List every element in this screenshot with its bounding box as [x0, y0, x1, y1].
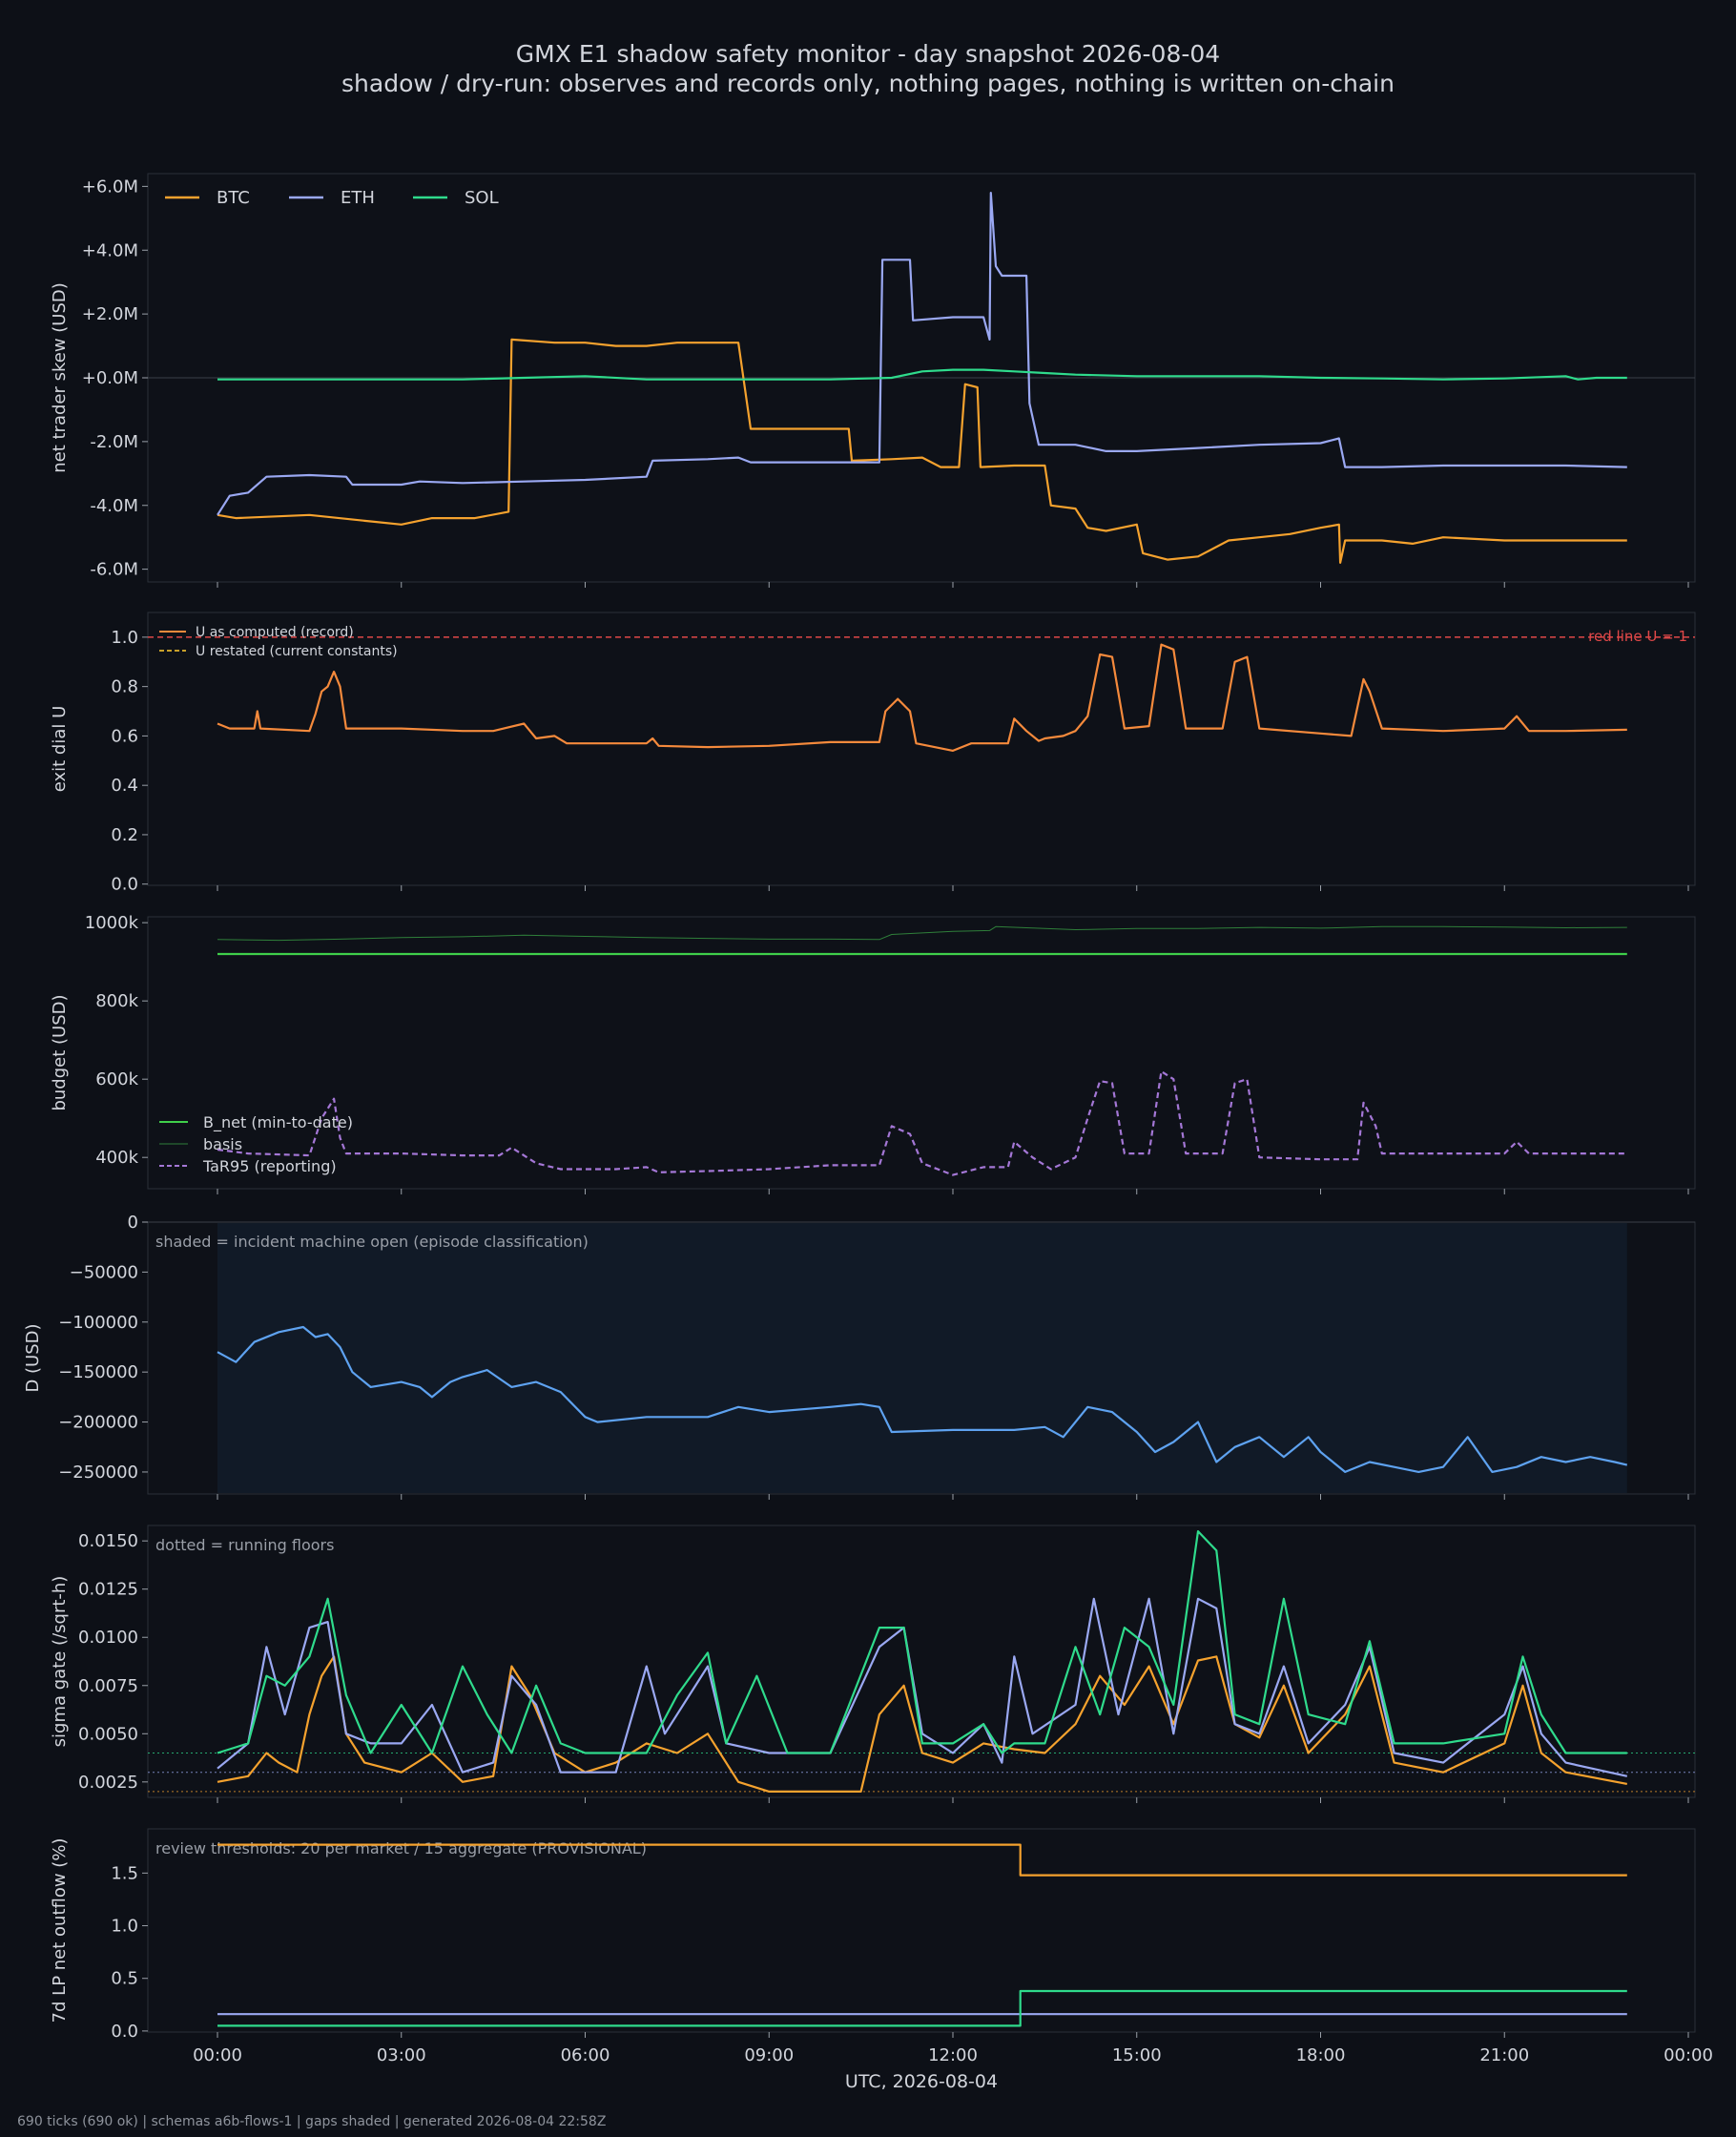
panel-2: red line U = 1 1.0 0.8 0.6 0.4 0.2 0.0 exit dia… — [50, 612, 1696, 895]
y-tick-label: 800k — [95, 991, 138, 1011]
y-tick-label: -6.0M — [90, 560, 138, 580]
y-axis-label: 7d LP net outflow (%) — [50, 1838, 70, 2023]
plot-area — [147, 612, 1696, 886]
y-tick-label: −150000 — [58, 1362, 138, 1382]
series-line — [217, 368, 1627, 381]
legend-label: basis — [203, 1135, 242, 1153]
y-tick-label: +4.0M — [82, 240, 138, 260]
panel-1: +6.0M +4.0M +2.0M +0.0M -2.0M -4.0M -6.0M net t… — [50, 173, 1696, 588]
y-tick-label: +0.0M — [82, 368, 138, 388]
y-tick-label: 400k — [95, 1148, 138, 1168]
x-tick-label: 06:00 — [561, 2045, 610, 2065]
series-line — [217, 1325, 1628, 1473]
series-line — [217, 925, 1627, 942]
x-tick-label: 12:00 — [928, 2045, 978, 2065]
x-tick-label: 15:00 — [1112, 2045, 1162, 2065]
y-tick-label: 0.8 — [111, 677, 138, 697]
x-axis-label: UTC, 2026-08-04 — [845, 2071, 998, 2092]
y-tick-label: 600k — [95, 1069, 138, 1089]
series-line — [217, 1069, 1627, 1176]
series-line — [217, 1843, 1627, 1877]
x-tick-label: 03:00 — [377, 2045, 426, 2065]
y-tick-label: 0 — [128, 1213, 138, 1233]
legend-label: BTC — [217, 188, 250, 208]
panel-annotation: dotted = running floors — [155, 1536, 334, 1554]
y-tick-label: -2.0M — [90, 432, 138, 452]
y-axis-label: sigma gate (/sqrt-h) — [50, 1576, 70, 1748]
panel-4: 0 −50000 −100000 −150000 −200000 −250000 D (US… — [23, 1213, 1696, 1500]
x-tick-label: 21:00 — [1479, 2045, 1529, 2065]
y-tick-label: -4.0M — [90, 496, 138, 516]
plot-area — [147, 1525, 1696, 1798]
panel-6: 1.5 1.0 0.5 0.0 7d LP net outflow (%) review … — [50, 1828, 1713, 2092]
legend-label: ETH — [341, 188, 375, 208]
legend-label: TaR95 (reporting) — [202, 1157, 337, 1175]
y-axis-label: D (USD) — [23, 1323, 43, 1392]
series-line — [217, 1655, 1628, 1793]
red-line-label: red line U = 1 — [1588, 628, 1687, 645]
chart-title: GMX E1 shadow safety monitor - day snaps… — [515, 40, 1221, 68]
y-tick-label: +2.0M — [82, 304, 138, 324]
chart-subtitle: shadow / dry-run: observes and records o… — [341, 70, 1395, 97]
y-tick-label: 0.6 — [111, 726, 138, 746]
y-tick-label: 0.2 — [111, 825, 138, 845]
x-tick-label: 00:00 — [193, 2045, 242, 2065]
y-tick-label: 0.0025 — [78, 1773, 138, 1793]
x-tick-label: 09:00 — [744, 2045, 794, 2065]
y-tick-label: −250000 — [58, 1463, 138, 1483]
plot-area — [147, 916, 1696, 1190]
legend-label: U as computed (record) — [196, 625, 354, 640]
y-tick-label: 1.0 — [111, 1917, 138, 1937]
y-tick-label: 1.5 — [111, 1863, 138, 1883]
x-tick-label: 18:00 — [1296, 2045, 1346, 2065]
series-line — [217, 338, 1627, 564]
y-axis-label: net trader skew (USD) — [50, 282, 70, 473]
y-tick-label: 0.0125 — [78, 1580, 138, 1600]
y-axis-label: exit dial U — [50, 706, 70, 793]
y-tick-label: 0.5 — [111, 1969, 138, 1989]
status-footer: 690 ticks (690 ok) | schemas a6b-flows-1… — [17, 2114, 607, 2129]
legend-label: U restated (current constants) — [196, 644, 398, 659]
legend-label: B_net (min-to-date) — [203, 1113, 353, 1132]
y-tick-label: 0.0 — [111, 875, 138, 895]
y-tick-label: 1.0 — [111, 628, 138, 648]
y-axis-label: budget (USD) — [50, 994, 70, 1110]
legend-label: SOL — [465, 188, 499, 208]
y-tick-label: 0.4 — [111, 776, 138, 796]
series-line — [217, 192, 1627, 516]
y-tick-label: 0.0050 — [78, 1724, 138, 1744]
y-tick-label: 0.0 — [111, 2022, 138, 2042]
panel-5: 0.0150 0.0125 0.0100 0.0075 0.0050 0.0025 sigm… — [50, 1525, 1696, 1803]
y-tick-label: 1000k — [85, 913, 139, 933]
series-line — [217, 643, 1627, 752]
series-line — [217, 1989, 1627, 2027]
panel-3: 1000k 800k 600k 400k budget (USD) B_net (min-… — [50, 913, 1696, 1194]
y-tick-label: −200000 — [58, 1413, 138, 1433]
y-tick-label: 0.0150 — [78, 1531, 138, 1551]
y-tick-label: +6.0M — [82, 176, 138, 197]
incident-shade — [217, 1223, 1627, 1493]
series-line — [217, 1530, 1627, 1754]
y-tick-label: 0.0100 — [78, 1628, 138, 1648]
y-tick-label: 0.0075 — [78, 1676, 138, 1696]
plot-area — [147, 1828, 1696, 2033]
panel-annotation: review thresholds: 20 per market / 15 ag… — [155, 1839, 647, 1857]
panel-annotation: shaded = incident machine open (episode … — [155, 1233, 589, 1251]
x-tick-label: 00:00 — [1664, 2045, 1713, 2065]
y-tick-label: −50000 — [70, 1262, 138, 1282]
y-tick-label: −100000 — [58, 1313, 138, 1333]
